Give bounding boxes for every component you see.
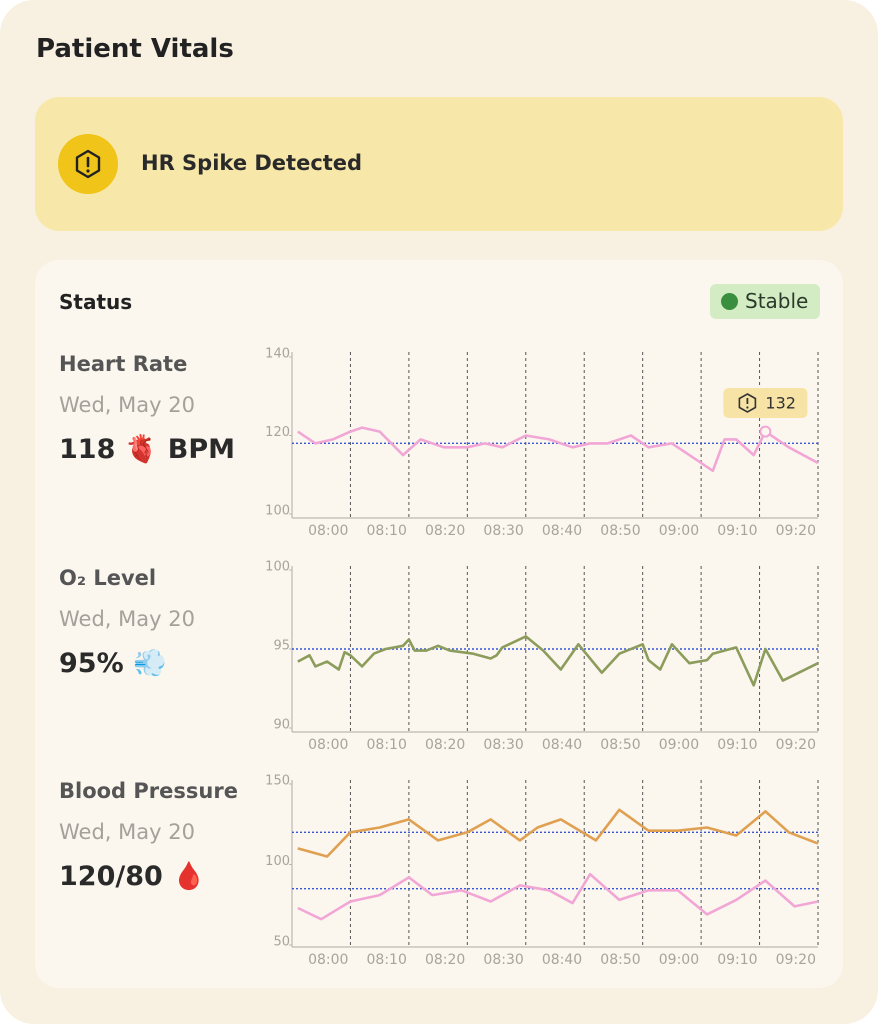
alert-icon (58, 134, 118, 194)
status-dot (721, 293, 738, 310)
y-tick-label: 50 (273, 935, 290, 950)
series-line (297, 872, 819, 921)
spike-marker (759, 425, 772, 438)
x-tick-label: 09:10 (717, 737, 757, 753)
x-tick-label: 09:10 (717, 952, 757, 968)
y-tick-label: 140 (265, 347, 290, 362)
x-tick-label: 08:00 (308, 952, 348, 968)
x-tick-label: 09:00 (659, 523, 699, 539)
x-tick-label: 08:30 (483, 737, 523, 753)
x-tick-label: 08:50 (600, 523, 640, 539)
x-tick-label: 08:20 (425, 737, 465, 753)
x-tick-label: 08:20 (425, 523, 465, 539)
spike-label: 132 (765, 394, 796, 413)
x-tick-label: 08:40 (542, 737, 582, 753)
vital-label: Heart Rate (59, 352, 188, 376)
x-tick-label: 08:10 (367, 523, 407, 539)
vital-date: Wed, May 20 (59, 607, 195, 631)
x-tick-label: 09:00 (659, 737, 699, 753)
x-tick-label: 09:20 (776, 737, 816, 753)
x-tick-label: 08:30 (483, 952, 523, 968)
x-tick-label: 08:00 (308, 737, 348, 753)
x-tick-label: 09:20 (776, 952, 816, 968)
x-tick-label: 08:10 (367, 952, 407, 968)
y-tick-label: 150 (265, 774, 290, 789)
series-line (297, 808, 819, 858)
x-tick-label: 09:00 (659, 952, 699, 968)
x-tick-label: 09:10 (717, 523, 757, 539)
status-title: Status (59, 290, 133, 314)
vital-label: O₂ Level (59, 566, 157, 590)
y-tick-label: 120 (265, 425, 290, 440)
x-tick-label: 09:20 (776, 523, 816, 539)
y-tick-label: 100 (265, 504, 290, 519)
spike-icon-dot (746, 406, 749, 409)
status-panel (35, 260, 843, 988)
x-tick-label: 08:40 (542, 952, 582, 968)
vital-label: Blood Pressure (59, 779, 238, 803)
alert-text: HR Spike Detected (141, 151, 363, 175)
spike-icon (738, 393, 757, 413)
y-tick-label: 100 (265, 854, 290, 869)
vital-date: Wed, May 20 (59, 820, 195, 844)
x-tick-label: 08:40 (542, 523, 582, 539)
vital-reading: 118 🫀 BPM (59, 434, 236, 465)
vital-date: Wed, May 20 (59, 393, 195, 417)
y-tick-label: 100 (265, 560, 290, 575)
page-title: Patient Vitals (36, 34, 234, 64)
series-line (297, 635, 819, 687)
alert-glyph (75, 149, 101, 179)
status-badge-text: Stable (745, 289, 809, 313)
vital-reading: 95% 💨 (59, 648, 167, 679)
x-tick-label: 08:30 (483, 523, 523, 539)
vital-reading: 120/80 🩸 (59, 861, 206, 892)
x-tick-label: 08:50 (600, 737, 640, 753)
spike-badge: 132 (723, 388, 808, 418)
y-tick-label: 90 (273, 718, 290, 733)
y-tick-label: 95 (273, 639, 290, 654)
x-tick-label: 08:10 (367, 737, 407, 753)
x-tick-label: 08:20 (425, 952, 465, 968)
series-line (297, 426, 819, 473)
x-tick-label: 08:50 (600, 952, 640, 968)
alert-banner (35, 97, 843, 231)
x-tick-label: 08:00 (308, 523, 348, 539)
